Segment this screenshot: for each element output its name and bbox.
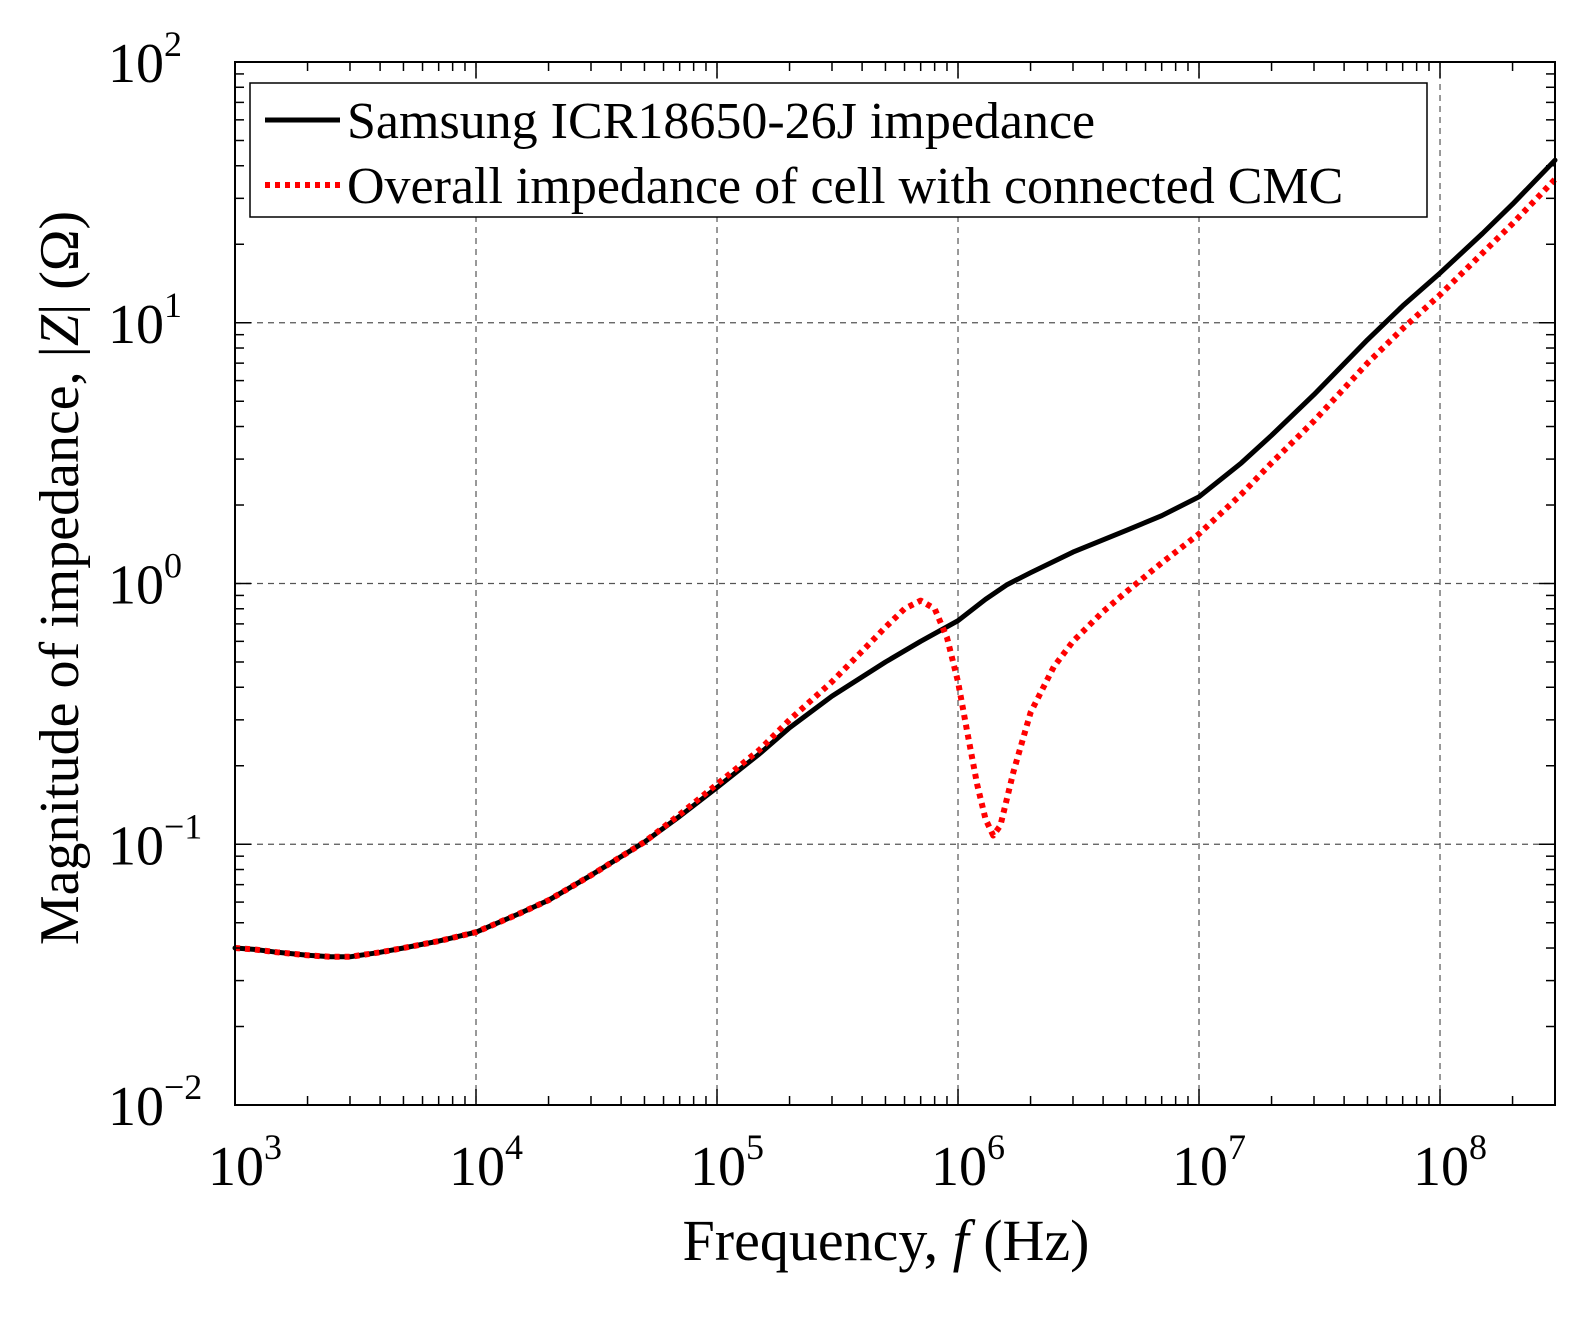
legend: Samsung ICR18650-26J impedance Overall im… — [249, 82, 1428, 218]
y-tick-label: 100 — [108, 546, 182, 617]
ticks — [234, 61, 1556, 1106]
y-tick-label: 101 — [108, 285, 182, 356]
y-tick-label: 102 — [108, 24, 182, 95]
y-tick-label: 10−1 — [108, 806, 202, 877]
x-tick-label: 106 — [931, 1127, 1005, 1198]
y-tick-label: 10−2 — [108, 1067, 202, 1138]
x-tick-label: 104 — [449, 1127, 523, 1198]
grid — [235, 62, 1555, 1105]
legend-label-2: Overall impedance of cell with connected… — [347, 158, 1343, 215]
series-layer — [232, 157, 1558, 960]
legend-label-1: Samsung ICR18650-26J impedance — [347, 93, 1095, 150]
series-line-1 — [232, 157, 1558, 960]
x-tick-label: 107 — [1172, 1127, 1246, 1198]
tick-labels: 103 104 105 106 107 108 10−2 10−1 100 101 102 — [108, 24, 1487, 1198]
x-tick-label: 103 — [208, 1127, 282, 1198]
x-tick-label: 105 — [690, 1127, 764, 1198]
y-axis-label: Magnitude of impedance, |Z| (Ω) — [29, 211, 91, 945]
x-axis-label: Frequency, f (Hz) — [683, 1208, 1090, 1273]
x-tick-label: 108 — [1413, 1127, 1487, 1198]
legend-box — [249, 82, 1428, 218]
